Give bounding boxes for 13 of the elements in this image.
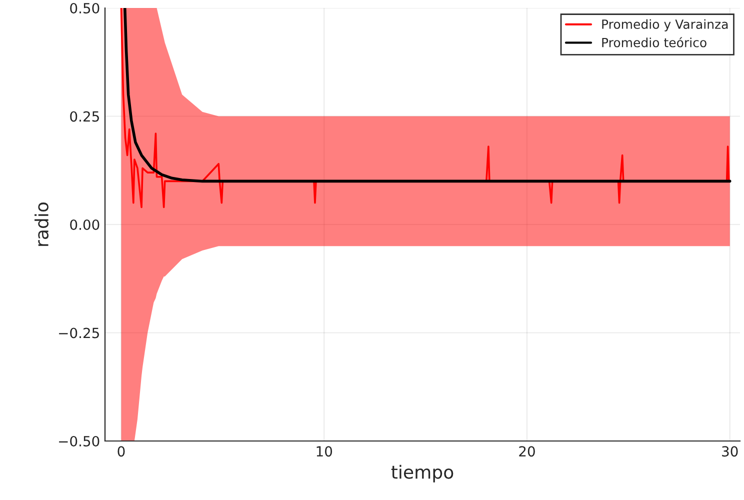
x-tick-label: 30: [722, 446, 738, 457]
y-tick-label: −0.50: [59, 436, 100, 446]
x-tick-label: 10: [316, 446, 332, 457]
legend-label: Promedio teórico: [602, 37, 706, 48]
y-axis-title: radio: [34, 202, 49, 246]
y-tick-label: 0.50: [70, 2, 100, 14]
y-tick-label: −0.25: [59, 328, 99, 338]
x-axis-title: tiempo: [391, 464, 454, 482]
y-tick-label: 0.25: [70, 111, 99, 122]
x-tick-label: 20: [519, 446, 535, 457]
x-tick-label: 0: [118, 446, 125, 457]
legend-label: Promedio y Varainza: [602, 19, 728, 32]
y-tick-label: 0.00: [70, 219, 100, 230]
